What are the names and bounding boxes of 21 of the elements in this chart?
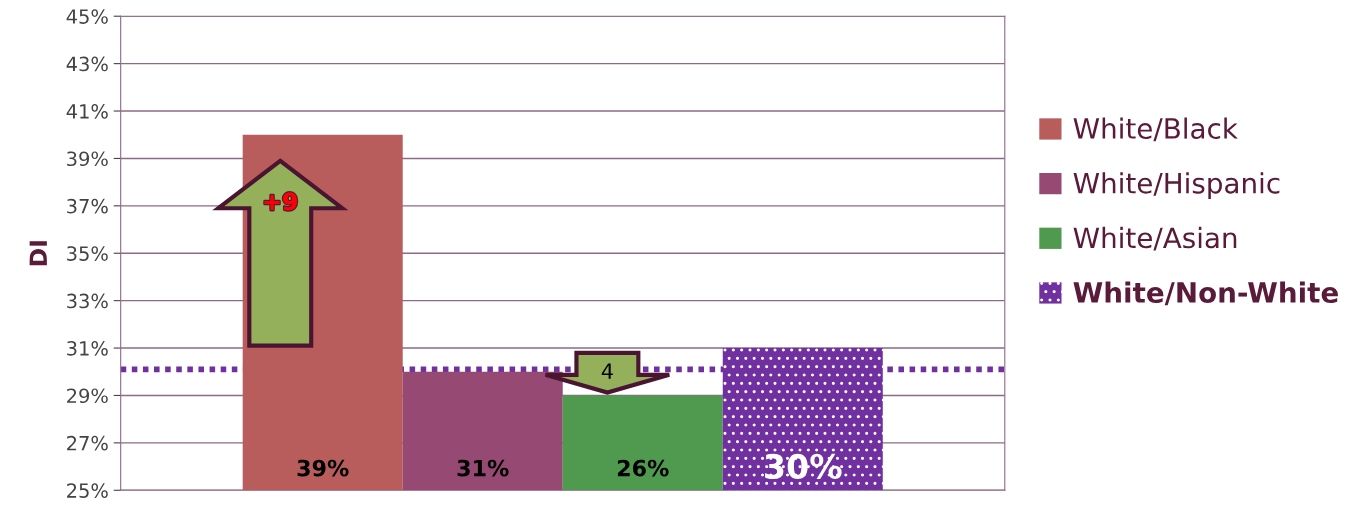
annotation: +9 (264, 192, 297, 211)
y-tick-label: 31% (67, 341, 108, 356)
y-tick-label: 37% (67, 198, 108, 214)
legend-label: White/Non-White (1073, 281, 1338, 306)
annotation: 4 (601, 363, 613, 379)
y-tick-label: 25% (67, 483, 108, 498)
legend-label: White/Black (1073, 117, 1238, 142)
y-tick-label: 35% (67, 246, 108, 261)
legend-label: White/Hispanic (1073, 172, 1280, 200)
annotation: 31% (457, 459, 509, 477)
y-tick-label: 33% (67, 293, 108, 309)
y-tick-label: 41% (66, 103, 108, 119)
annotation: 39% (297, 459, 349, 477)
y-tick-label: 29% (67, 388, 108, 404)
y-tick-label: 27% (67, 435, 108, 451)
y-tick-label: 39% (67, 151, 108, 167)
annotation: 26% (617, 459, 669, 477)
legend-label: White/Asian (1073, 226, 1237, 251)
y-tick-label: 45% (66, 9, 108, 24)
y-axis-title: DI (29, 241, 47, 266)
y-tick-label: 43% (66, 56, 108, 72)
